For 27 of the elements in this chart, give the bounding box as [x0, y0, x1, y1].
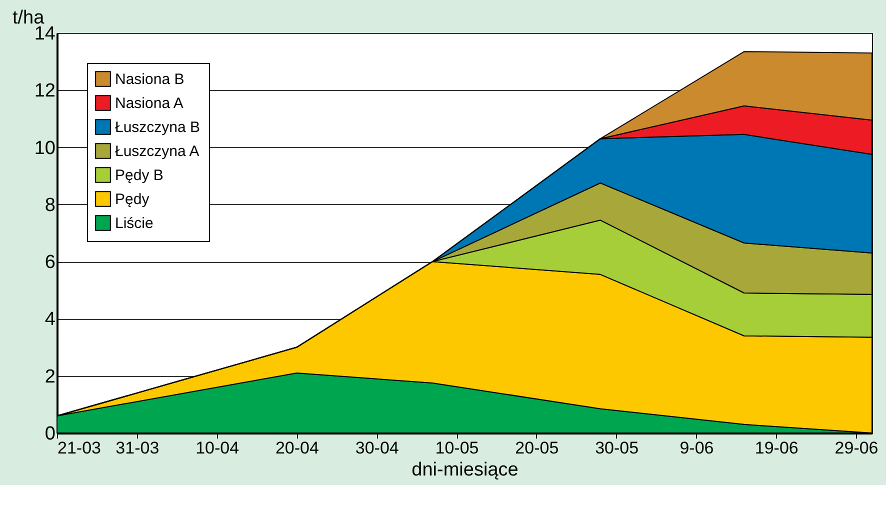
y-tick-label: 4	[44, 309, 56, 330]
legend-label: Nasiona B	[115, 71, 184, 88]
legend-label: Liście	[115, 215, 154, 232]
x-tick-label: 30-04	[355, 438, 399, 458]
x-tick-label: 20-04	[275, 438, 319, 458]
y-tick-label: 0	[44, 424, 56, 444]
y-tick-label: 8	[44, 194, 56, 216]
x-tick-label: 9-06	[680, 438, 714, 458]
x-tick-label: 19-06	[754, 438, 798, 458]
y-tick-label: 14	[34, 24, 56, 44]
x-axis-title: dni-miesiące	[412, 460, 518, 480]
legend-label: Łuszczyna A	[115, 143, 200, 160]
legend-label: Pędy	[115, 191, 150, 208]
x-tick-label: 30-05	[595, 438, 639, 458]
x-tick-label: 21-03	[58, 438, 101, 458]
y-tick-label: 12	[34, 80, 56, 102]
x-tick-label: 31-03	[116, 438, 160, 458]
x-tick-label: 10-05	[435, 438, 479, 458]
x-tick-label: 29-06	[834, 438, 878, 458]
y-tick-label: 6	[44, 252, 56, 274]
y-tick-label: 10	[34, 138, 56, 159]
legend-label: Nasiona A	[115, 95, 184, 112]
y-tick-label: 2	[44, 366, 56, 388]
x-tick-label: 10-04	[196, 438, 240, 458]
legend-label: Pędy B	[115, 167, 164, 184]
x-tick-label: 20-05	[515, 438, 559, 458]
legend-label: Łuszczyna B	[115, 119, 200, 136]
